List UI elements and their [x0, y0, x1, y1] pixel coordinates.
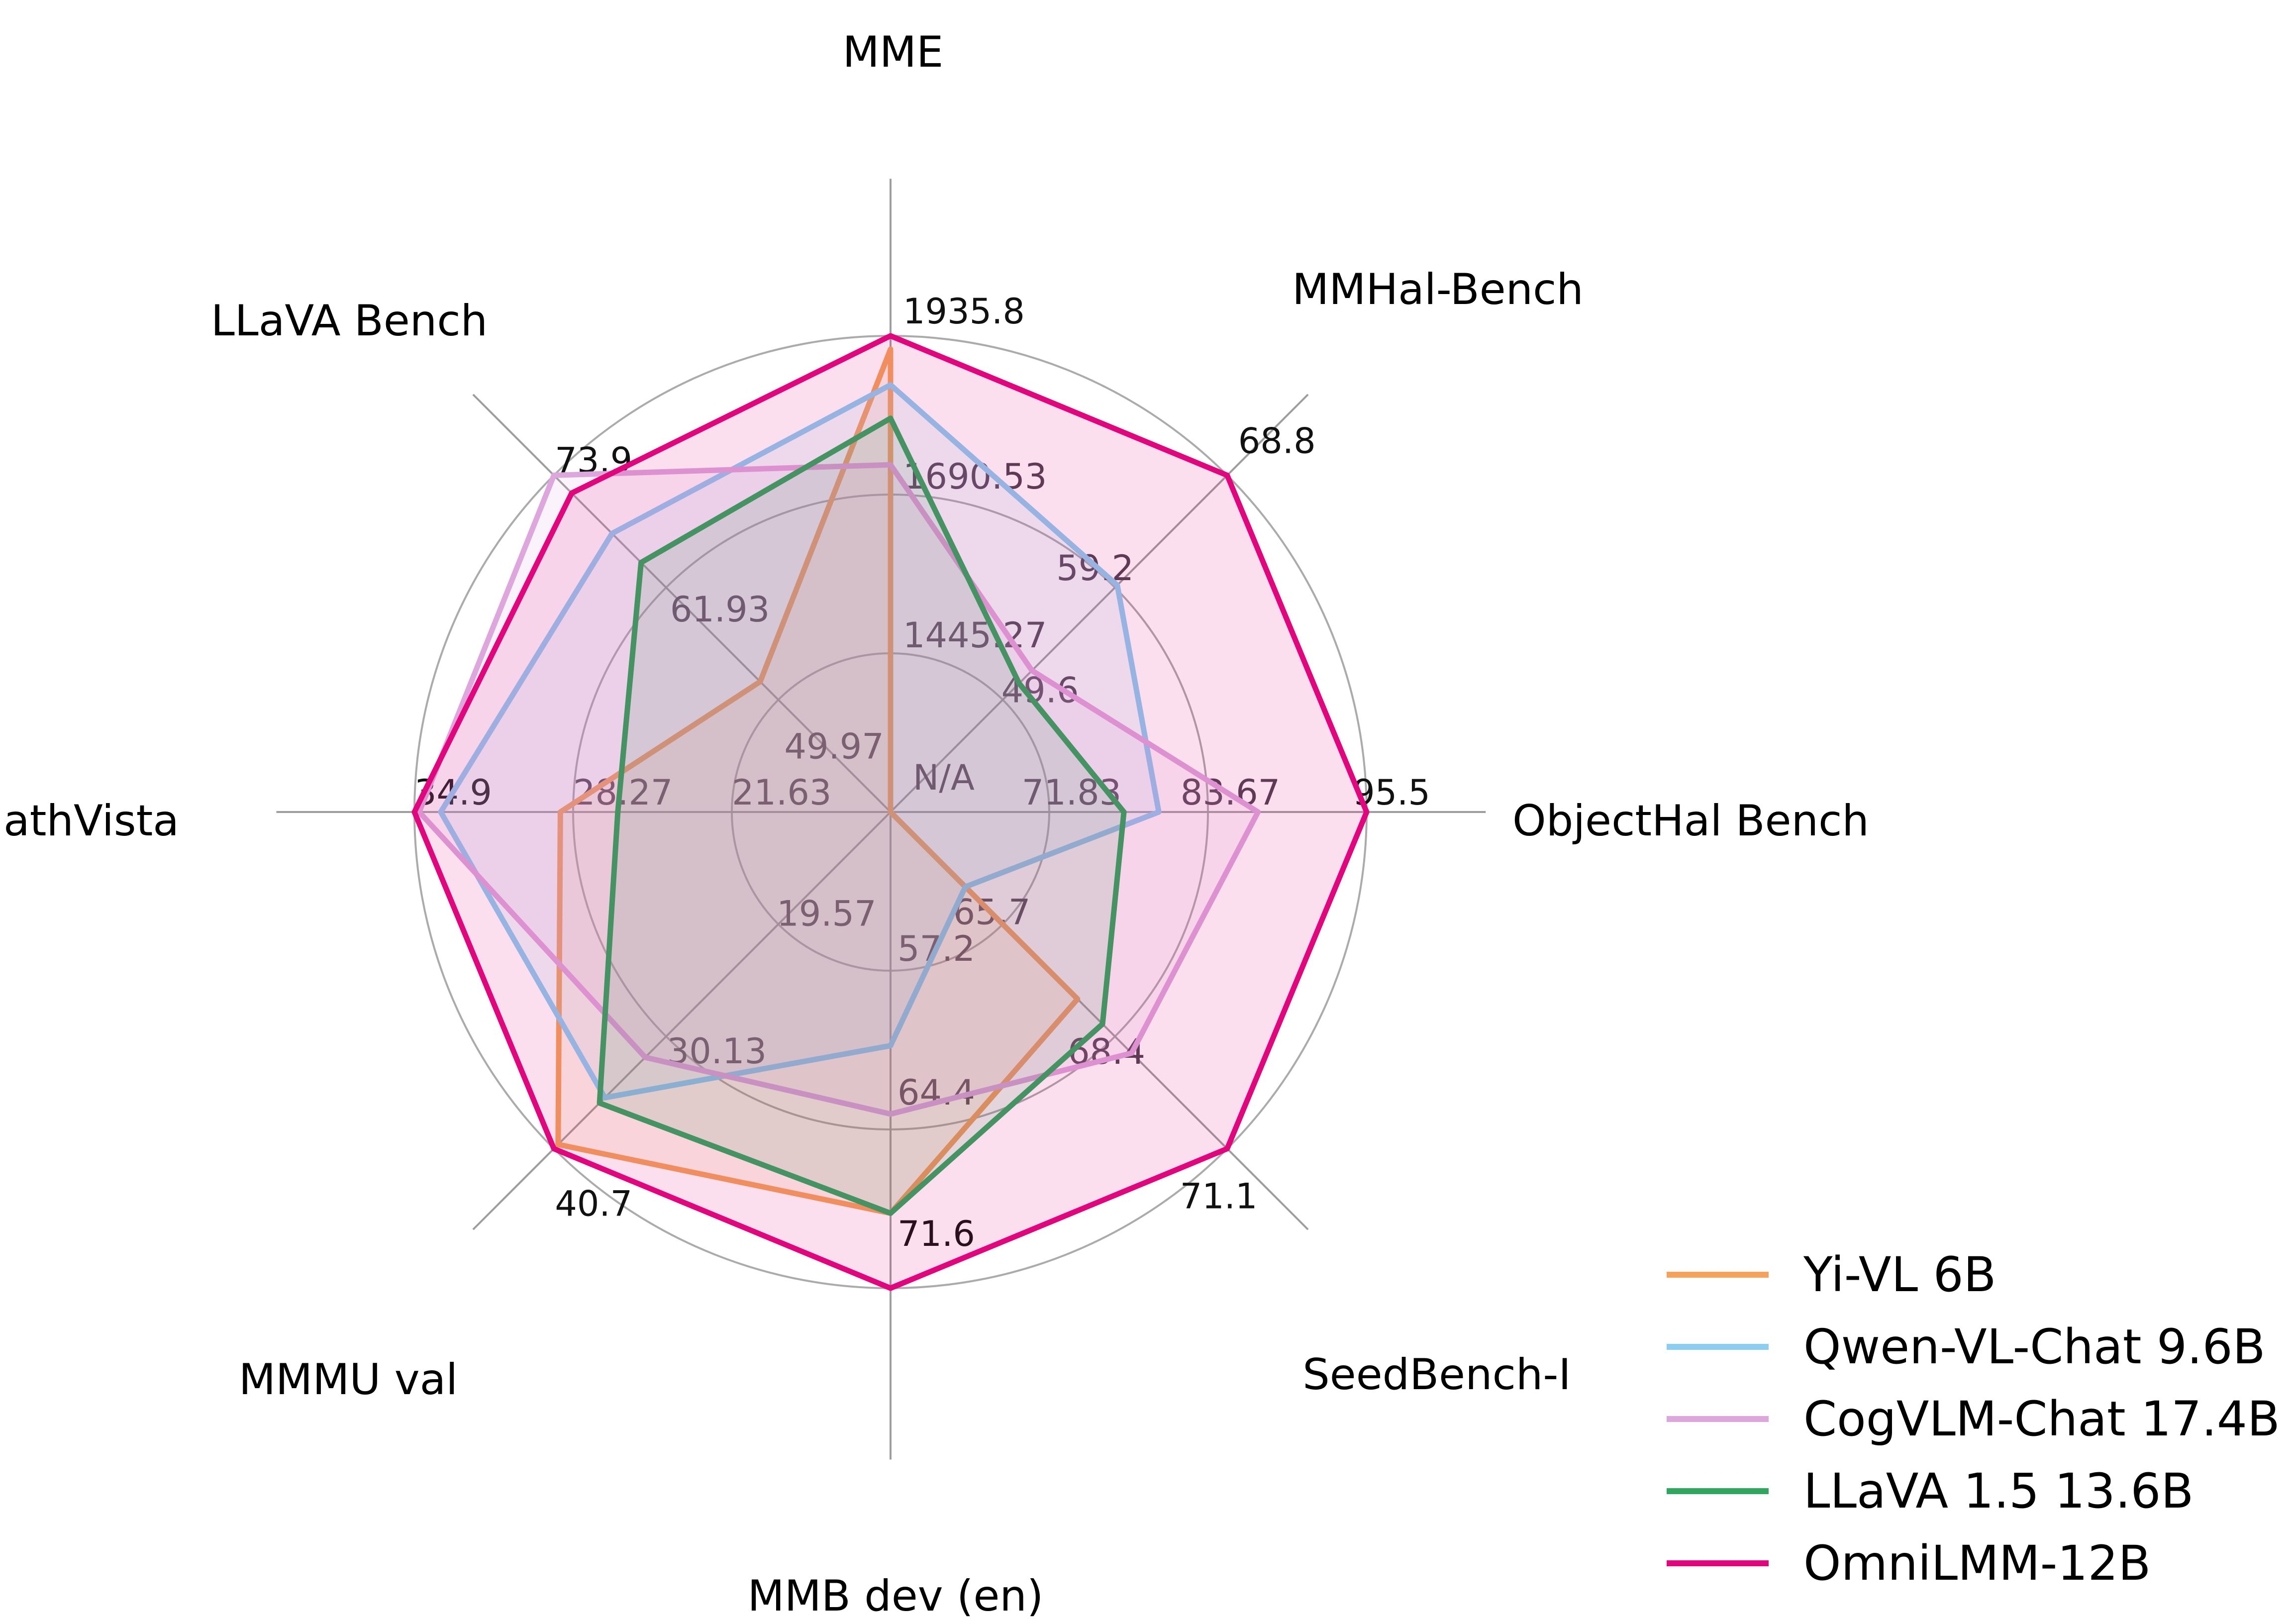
- legend-label-4: OmniLMM-12B: [1803, 1535, 2151, 1591]
- legend-item-llava-1.5-13.6b: LLaVA 1.5 13.6B: [1667, 1463, 2193, 1519]
- axis-title-mmhal-bench: MMHal-Bench: [1292, 265, 1584, 314]
- series-fill-qwen-vl-chat-9.6b: [440, 385, 1159, 1098]
- ring-label-mmmu-val-3: 40.7: [555, 1184, 632, 1224]
- center-label: N/A: [913, 757, 975, 798]
- ring-label-mmmu-val-1: 19.57: [777, 894, 876, 934]
- series-line-omnilmm-12b: [411, 333, 1370, 1291]
- axis-spoke-1: [890, 394, 1309, 813]
- legend-item-cogvlm-chat-17.4b: CogVLM-Chat 17.4B: [1667, 1391, 2280, 1447]
- series-line-llava-1.5-13.6b: [597, 415, 1127, 1216]
- legend-item-qwen-vl-chat-9.6b: Qwen-VL-Chat 9.6B: [1667, 1319, 2266, 1375]
- axis-title-objecthal-bench: ObjectHal Bench: [1512, 796, 1869, 846]
- series-fill-yi-vl-6b: [558, 349, 1078, 1214]
- legend: Yi-VL 6B Qwen-VL-Chat 9.6B CogVLM-Chat 17.…: [1667, 1247, 2280, 1591]
- ring-label-seedbench-i-3: 71.1: [1180, 1176, 1258, 1217]
- ring-label-mme-1: 1445.27: [903, 615, 1047, 656]
- axis-title-mmb-dev-(en): MMB dev (en): [748, 1571, 1044, 1621]
- axis-title-mme: MME: [843, 27, 944, 77]
- series-fill-llava-1.5-13.6b: [599, 418, 1124, 1214]
- legend-item-omnilmm-12b: OmniLMM-12B: [1667, 1535, 2151, 1591]
- legend-label-2: CogVLM-Chat 17.4B: [1803, 1391, 2280, 1447]
- series-layer: [411, 333, 1370, 1291]
- axis-title-mmmu-val: MMMU val: [239, 1355, 458, 1405]
- legend-label-0: Yi-VL 6B: [1803, 1247, 1996, 1303]
- axis-title-llava-bench: LLaVA Bench: [211, 296, 488, 346]
- legend-item-yi-vl-6b: Yi-VL 6B: [1667, 1247, 1996, 1303]
- axis-titles: MME MMHal-Bench ObjectHal Bench SeedBench-I…: [0, 27, 1869, 1621]
- series-line-qwen-vl-chat-9.6b: [438, 382, 1162, 1101]
- ring-label-mme-3: 1935.8: [903, 291, 1025, 332]
- axis-spoke-5: [472, 811, 892, 1230]
- ring-label-llava-bench-1: 49.97: [784, 726, 884, 767]
- series-line-cogvlm-chat-17.4b: [416, 462, 1261, 1117]
- axis-title-mathvista: MathVista: [0, 796, 179, 846]
- ring-label-mmhal-bench-3: 68.8: [1238, 420, 1316, 461]
- series-line-yi-vl-6b: [555, 346, 1081, 1216]
- axis-title-seedbench-i: SeedBench-I: [1302, 1350, 1571, 1400]
- series-fill-omnilmm-12b: [414, 336, 1367, 1288]
- legend-label-1: Qwen-VL-Chat 9.6B: [1803, 1319, 2266, 1375]
- ring-label-mathvista-1: 21.63: [732, 772, 831, 813]
- ring-label-mmb-dev-(en)-3: 71.6: [897, 1214, 975, 1254]
- axis-spoke-7: [472, 394, 892, 813]
- ring-label-llava-bench-2: 61.93: [670, 589, 770, 630]
- legend-label-3: LLaVA 1.5 13.6B: [1803, 1463, 2193, 1519]
- series-fill-cogvlm-chat-17.4b: [419, 465, 1258, 1114]
